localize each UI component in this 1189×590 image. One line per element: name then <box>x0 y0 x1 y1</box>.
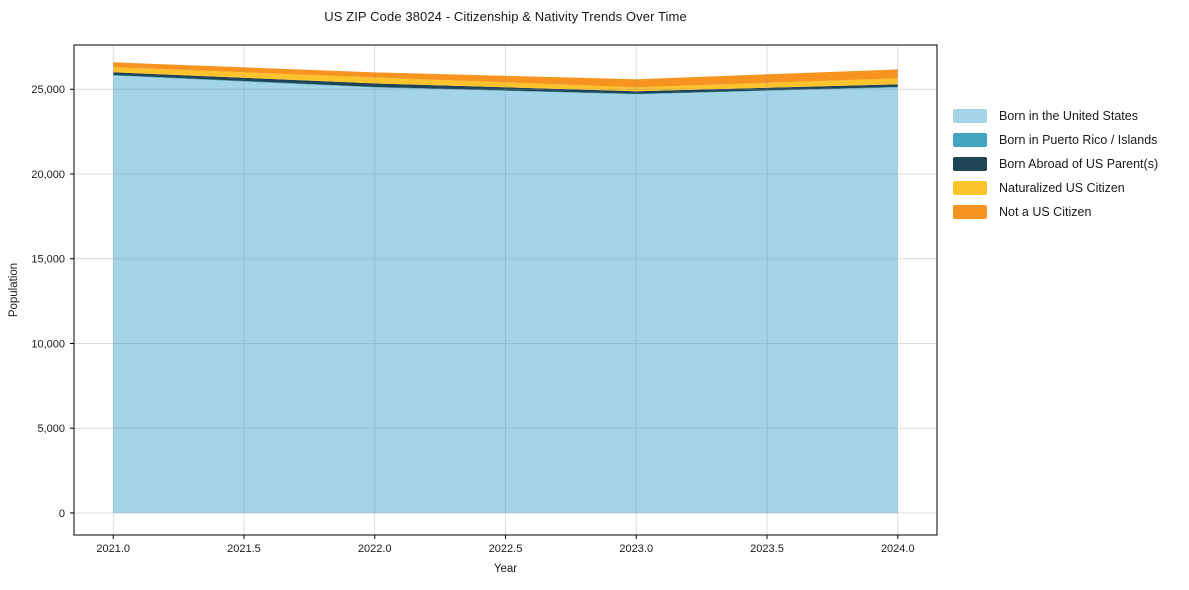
chart-title: US ZIP Code 38024 - Citizenship & Nativi… <box>324 9 687 24</box>
legend: Born in the United States Born in Puerto … <box>953 104 1158 224</box>
x-tick-label: 2023.0 <box>619 543 653 555</box>
x-tick-label: 2022.0 <box>358 543 392 555</box>
legend-swatch-icon <box>953 157 987 171</box>
legend-item-born-abroad-of-us-parent-s: Born Abroad of US Parent(s) <box>953 152 1158 176</box>
area-born-in-the-united-states <box>113 75 898 513</box>
y-tick-label: 5,000 <box>37 423 65 435</box>
legend-item-naturalized-us-citizen: Naturalized US Citizen <box>953 176 1158 200</box>
legend-label: Born Abroad of US Parent(s) <box>999 157 1159 171</box>
y-tick-label: 10,000 <box>31 338 65 350</box>
area-naturalized-us-citizen <box>113 67 898 92</box>
x-axis-label: Year <box>493 563 518 575</box>
legend-label: Naturalized US Citizen <box>999 181 1125 195</box>
legend-swatch-icon <box>953 109 987 123</box>
y-tick-label: 25,000 <box>31 84 65 96</box>
area-born-in-puerto-rico-islands <box>113 75 898 95</box>
area-born-abroad-of-us-parent-s <box>113 72 898 94</box>
legend-swatch-icon <box>953 181 987 195</box>
y-axis-label: Population <box>8 262 20 318</box>
y-tick-label: 0 <box>59 508 65 520</box>
x-tick-label: 2021.0 <box>96 543 130 555</box>
x-tick-label: 2021.5 <box>227 543 261 555</box>
legend-label: Born in the United States <box>999 109 1138 123</box>
legend-item-born-in-the-united-states: Born in the United States <box>953 104 1158 128</box>
legend-label: Born in Puerto Rico / Islands <box>999 133 1158 147</box>
x-tick-label: 2023.5 <box>750 543 784 555</box>
legend-swatch-icon <box>953 133 987 147</box>
x-tick-label: 2024.0 <box>881 543 915 555</box>
y-tick-label: 20,000 <box>31 169 65 181</box>
legend-item-born-in-puerto-rico-islands: Born in Puerto Rico / Islands <box>953 128 1158 152</box>
legend-swatch-icon <box>953 205 987 219</box>
x-tick-label: 2022.5 <box>489 543 523 555</box>
area-not-a-us-citizen <box>113 62 898 88</box>
legend-label: Not a US Citizen <box>999 205 1092 219</box>
legend-item-not-a-us-citizen: Not a US Citizen <box>953 200 1158 224</box>
y-tick-label: 15,000 <box>31 254 65 266</box>
